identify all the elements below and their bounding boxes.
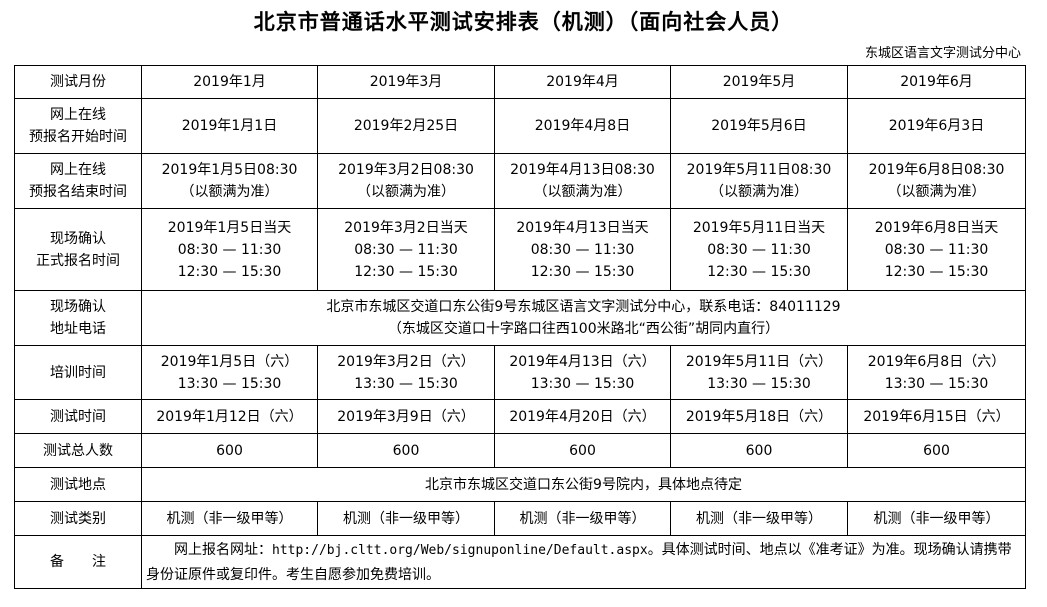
- registration-start-date: 2019年5月6日: [711, 118, 807, 134]
- category-value: 机测（非一级甲等）: [696, 510, 822, 527]
- confirmation-slot: 08:30 — 11:30: [177, 241, 282, 258]
- confirmation-slot: 08:30 — 11:30: [530, 241, 635, 258]
- training-date: 2019年6月8日（六）: [867, 353, 1006, 370]
- row-label: 备 注: [50, 554, 106, 570]
- schedule-table: 测试月份 2019年1月 2019年3月 2019年4月 2019年5月 2019年6月网…: [14, 65, 1026, 589]
- training-slot: 13:30 — 15:30: [354, 375, 458, 392]
- row-location: 测试地点 北京市东城区交道口东公街9号院内，具体地点待定: [14, 467, 1026, 502]
- total-count: 600: [216, 442, 243, 459]
- row-month: 测试月份 2019年1月 2019年3月 2019年4月 2019年5月 2019年6月: [14, 65, 1026, 99]
- category-value: 机测（非一级甲等）: [166, 510, 293, 527]
- registration-start-date: 2019年1月1日: [181, 118, 278, 134]
- month-value: 2019年5月: [722, 74, 796, 90]
- row-registration-end: 网上在线预报名结束时间 2019年1月5日08:30 （以额满为准） 2019年3月2…: [14, 153, 1026, 209]
- registration-start-date: 2019年4月8日: [534, 118, 631, 134]
- registration-end-note: （以额满为准）: [357, 184, 455, 200]
- training-slot: 13:30 — 15:30: [884, 375, 989, 392]
- remarks-text: 。具体测试时间、地点以《准考证》为准。现场确认请携带身份证原件或复印件。考生自愿…: [146, 541, 1012, 583]
- training-slot: 13:30 — 15:30: [177, 375, 282, 392]
- month-value: 2019年6月: [900, 74, 973, 90]
- category-value: 机测（非一级甲等）: [873, 510, 1000, 527]
- row-onsite-confirmation: 现场确认正式报名时间 2019年1月5日当天 08:30 — 11:30 12:30 …: [14, 208, 1026, 291]
- confirmation-date: 2019年3月2日当天: [344, 219, 468, 236]
- registration-end-date: 2019年6月8日08:30: [868, 162, 1005, 178]
- row-address: 现场确认地址电话 北京市东城区交道口东公街9号东城区语言文字测试分中心，联系电话：…: [14, 290, 1026, 346]
- registration-end-date: 2019年4月13日08:30: [510, 162, 655, 178]
- row-label: 培训时间: [50, 364, 106, 381]
- confirmation-slot: 12:30 — 15:30: [354, 263, 458, 280]
- organizer: 东城区语言文字测试分中心: [864, 46, 1021, 61]
- row-label: 现场确认: [50, 230, 106, 247]
- month-value: 2019年4月: [546, 74, 619, 90]
- category-value: 机测（非一级甲等）: [519, 510, 646, 527]
- registration-end-date: 2019年5月11日08:30: [686, 162, 832, 178]
- registration-start-date: 2019年6月3日: [888, 118, 985, 134]
- registration-end-date: 2019年3月2日08:30: [338, 162, 474, 178]
- confirmation-slot: 12:30 — 15:30: [884, 263, 989, 280]
- test-date: 2019年6月15日（六）: [863, 408, 1010, 425]
- row-training: 培训时间 2019年1月5日（六） 13:30 — 15:30 2019年3月2日（六…: [14, 345, 1026, 400]
- training-slot: 13:30 — 15:30: [707, 375, 811, 392]
- row-total: 测试总人数 600 600 600 600 600: [14, 433, 1026, 468]
- remarks-text: 网上报名网址：: [174, 541, 272, 558]
- training-slot: 13:30 — 15:30: [530, 375, 635, 392]
- row-label: 正式报名时间: [36, 252, 120, 269]
- month-value: 2019年1月: [193, 74, 266, 90]
- total-count: 600: [745, 442, 773, 459]
- total-count: 600: [923, 442, 950, 459]
- confirmation-date: 2019年4月13日当天: [516, 219, 649, 236]
- training-date: 2019年1月5日（六）: [160, 353, 299, 370]
- row-label: 预报名开始时间: [29, 129, 127, 145]
- row-label: 测试月份: [50, 74, 106, 90]
- row-label: 测试地点: [50, 476, 106, 493]
- row-label: 测试总人数: [43, 442, 113, 459]
- test-date: 2019年4月20日（六）: [509, 408, 656, 425]
- registration-start-date: 2019年2月25日: [353, 118, 459, 134]
- test-date: 2019年3月9日（六）: [337, 408, 475, 425]
- training-date: 2019年5月11日（六）: [685, 353, 833, 370]
- confirmation-slot: 08:30 — 11:30: [354, 241, 458, 258]
- row-label: 网上在线: [50, 107, 106, 123]
- confirmation-slot: 12:30 — 15:30: [707, 263, 811, 280]
- registration-end-note: （以额满为准）: [533, 184, 632, 200]
- month-value: 2019年3月: [369, 74, 443, 90]
- registration-end-note: （以额满为准）: [710, 184, 808, 200]
- row-label: 网上在线: [50, 162, 106, 178]
- row-label: 现场确认: [50, 299, 106, 315]
- row-test-time: 测试时间 2019年1月12日（六） 2019年3月9日（六） 2019年4月20日（…: [14, 399, 1026, 434]
- confirmation-date: 2019年1月5日当天: [167, 219, 292, 236]
- confirmation-slot: 08:30 — 11:30: [884, 241, 989, 258]
- row-remarks: 备 注 网上报名网址：http://bj.cltt.org/Web/signupo…: [14, 535, 1026, 589]
- training-date: 2019年4月13日（六）: [509, 353, 656, 370]
- total-count: 600: [392, 442, 420, 459]
- total-count: 600: [569, 442, 596, 459]
- registration-end-note: （以额满为准）: [887, 184, 986, 200]
- location-value: 北京市东城区交道口东公街9号院内，具体地点待定: [425, 476, 742, 493]
- training-date: 2019年3月2日（六）: [337, 353, 475, 370]
- row-label: 测试时间: [50, 408, 106, 425]
- row-label: 地址电话: [50, 321, 106, 337]
- address-line: （东城区交道口十字路口往西100米路北“西公街”胡同内直行）: [387, 321, 780, 337]
- test-date: 2019年1月12日（六）: [156, 408, 303, 425]
- registration-end-date: 2019年1月5日08:30: [161, 162, 298, 178]
- confirmation-slot: 12:30 — 15:30: [177, 263, 282, 280]
- registration-link[interactable]: http://bj.cltt.org/Web/signuponline/Defa…: [272, 542, 648, 558]
- row-category: 测试类别 机测（非一级甲等） 机测（非一级甲等） 机测（非一级甲等） 机测（非一级甲等）…: [14, 501, 1026, 536]
- address-line: 北京市东城区交道口东公街9号东城区语言文字测试分中心，联系电话：84011129: [326, 299, 841, 315]
- test-date: 2019年5月18日（六）: [685, 408, 833, 425]
- confirmation-date: 2019年5月11日当天: [692, 219, 826, 236]
- registration-end-note: （以额满为准）: [180, 184, 279, 200]
- row-label: 测试类别: [50, 510, 106, 527]
- category-value: 机测（非一级甲等）: [343, 510, 469, 527]
- page-title: 北京市普通话水平测试安排表（机测）（面向社会人员）: [253, 10, 794, 34]
- row-label: 预报名结束时间: [29, 184, 127, 200]
- confirmation-slot: 12:30 — 15:30: [530, 263, 635, 280]
- row-registration-start: 网上在线预报名开始时间 2019年1月1日 2019年2月25日 2019年4月8日 2…: [14, 98, 1026, 154]
- confirmation-date: 2019年6月8日当天: [874, 219, 999, 236]
- confirmation-slot: 08:30 — 11:30: [707, 241, 811, 258]
